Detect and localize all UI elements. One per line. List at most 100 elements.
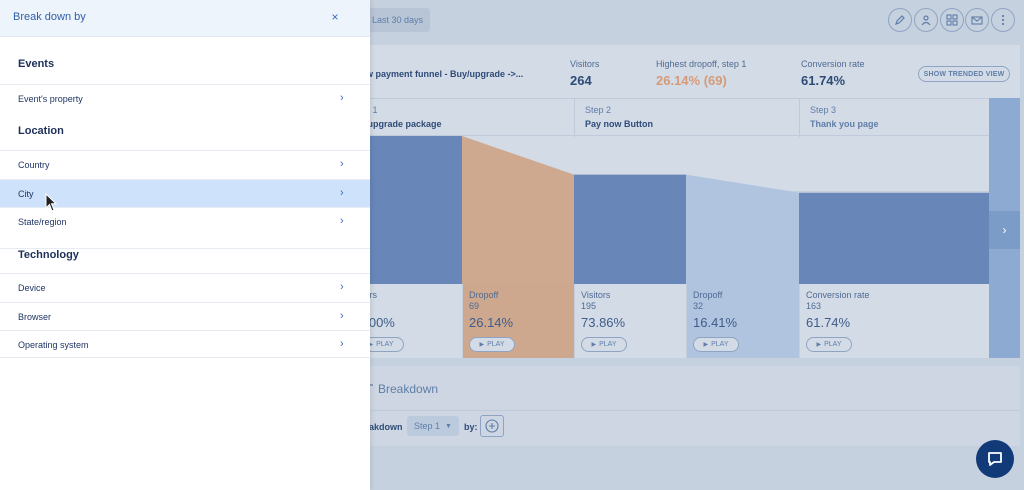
highest-dropoff-value: 26.14% (69) [656, 73, 727, 88]
step-name: Thank you page [810, 119, 879, 129]
section-title-events: Events [18, 58, 55, 70]
play-label: PLAY [376, 341, 394, 348]
breakdown-item-operating-system[interactable]: Operating system › [0, 330, 370, 358]
chevron-right-icon: › [340, 92, 344, 104]
funnel-bars [356, 136, 989, 284]
item-label: Device [18, 283, 46, 293]
play-button[interactable]: ▶ PLAY [581, 337, 627, 352]
card-label: Conversion rate [806, 290, 870, 300]
chat-support-button[interactable] [976, 440, 1014, 478]
drawer-title: Break down by [13, 11, 86, 23]
card-count: 195 [581, 301, 597, 311]
play-label: PLAY [487, 341, 505, 348]
card-step-3-conversion: Conversion rate 163 61.74% ▶ PLAY [799, 284, 989, 358]
item-label: Country [18, 160, 50, 170]
chevron-right-icon: › [340, 310, 344, 322]
step-header-3: Step 3 Thank you page [799, 99, 989, 137]
plus-circle-icon [485, 419, 499, 433]
chevron-right-icon: › [340, 281, 344, 293]
next-steps-arrow-button[interactable]: › [989, 211, 1020, 249]
step-2-visitors-bar[interactable] [574, 174, 686, 284]
highest-dropoff-label: Highest dropoff, step 1 [656, 59, 747, 69]
breakdown-label: eakdown [364, 422, 403, 432]
report-toolbar: Last 30 days [0, 0, 1024, 40]
card-step-1-dropoff: Dropoff 69 26.14% ▶ PLAY [462, 284, 574, 358]
card-step-2-dropoff: Dropoff 32 16.41% ▶ PLAY [686, 284, 799, 358]
card-count: 32 [693, 301, 704, 311]
card-label: Dropoff [693, 290, 723, 300]
more-options-button[interactable] [991, 8, 1015, 32]
step-header-1: ep 1 y/upgrade package [356, 99, 574, 137]
user-share-icon [921, 15, 931, 26]
play-button[interactable]: ▶ PLAY [806, 337, 852, 352]
funnel-name[interactable]: w payment funnel - Buy/upgrade ->... [366, 69, 524, 79]
breakdown-item-events-property[interactable]: Event's property › [0, 84, 370, 112]
funnel-cards: tors 0.00% ▶PLAY Dropoff 69 26.14% ▶PLAY… [356, 284, 989, 358]
breakdown-drawer: Break down by × Events Event's property … [0, 0, 370, 490]
card-step-2-visitors: Visitors 195 73.86% ▶ PLAY [574, 284, 686, 358]
breakdown-item-state-region[interactable]: State/region › [0, 207, 370, 235]
step-header-2: Step 2 Pay now Button [574, 99, 799, 137]
breakdown-item-device[interactable]: Device › [0, 273, 370, 301]
play-button[interactable]: ▶ PLAY [693, 337, 739, 352]
visitors-value: 264 [570, 73, 592, 88]
close-icon[interactable]: × [331, 10, 339, 24]
drawer-header: Break down by × [0, 0, 370, 37]
item-label: Browser [18, 312, 52, 322]
card-label: Visitors [581, 290, 611, 300]
section-title-location: Location [18, 125, 64, 137]
step-select-value: Step 1 [414, 421, 441, 431]
caret-down-icon: ▼ [445, 422, 452, 430]
funnel-summary: w payment funnel - Buy/upgrade ->... Vis… [356, 45, 1020, 98]
share-button[interactable] [914, 8, 938, 32]
kebab-menu-icon [1001, 14, 1005, 26]
breakdown-item-country[interactable]: Country › [0, 150, 370, 178]
conversion-rate-value: 61.74% [801, 73, 846, 88]
breakdown-controls: eakdown Step 1 ▼ by: [356, 410, 1020, 440]
breakdown-item-city[interactable]: City › [0, 179, 370, 207]
chevron-right-icon: › [340, 338, 344, 350]
play-label: PLAY [711, 341, 729, 348]
card-percent: 61.74% [806, 315, 851, 330]
card-count: 163 [806, 301, 822, 311]
edit-button[interactable] [888, 8, 912, 32]
pencil-icon [895, 15, 905, 25]
card-count: 69 [469, 301, 480, 311]
play-label: PLAY [599, 341, 617, 348]
date-range-selector[interactable]: Last 30 days [364, 8, 430, 32]
section-title-technology: Technology [0, 248, 370, 261]
chevron-right-icon: › [340, 158, 344, 170]
step-name: y/upgrade package [360, 119, 442, 129]
step-1-dropoff-area[interactable] [462, 136, 574, 284]
step-2-dropoff-area[interactable] [686, 174, 799, 284]
card-percent: 26.14% [469, 315, 514, 330]
card-label: Dropoff [469, 290, 499, 300]
play-icon: ▶ [479, 342, 485, 348]
play-icon: ▶ [591, 342, 597, 348]
add-breakdown-button[interactable] [480, 415, 504, 437]
play-icon: ▶ [368, 342, 374, 348]
email-report-button[interactable] [965, 8, 989, 32]
breakdown-title: Breakdown [378, 382, 439, 396]
conversion-rate-label: Conversion rate [801, 59, 865, 69]
chevron-right-icon: › [340, 215, 344, 227]
item-label: State/region [18, 217, 67, 227]
step-number: Step 3 [810, 105, 837, 115]
show-trended-view-button[interactable]: SHOW TRENDED VIEW [918, 66, 1010, 82]
breakdown-item-browser[interactable]: Browser › [0, 302, 370, 330]
step-1-visitors-bar[interactable] [356, 136, 462, 284]
card-percent: 73.86% [581, 315, 626, 330]
breakdown-section: Breakdown eakdown Step 1 ▼ by: [356, 366, 1020, 446]
item-label: Operating system [18, 340, 89, 350]
step-select[interactable]: Step 1 ▼ [407, 416, 459, 436]
by-label: by: [464, 422, 478, 432]
add-to-dashboard-button[interactable] [940, 8, 964, 32]
step-number: Step 2 [585, 105, 612, 115]
play-button[interactable]: ▶ PLAY [469, 337, 515, 352]
card-step-1-visitors: tors 0.00% ▶PLAY [356, 284, 462, 358]
item-label: Event's property [18, 94, 83, 104]
email-icon [971, 16, 983, 25]
funnel-chart [356, 136, 989, 284]
step-3-conversion-bar[interactable] [799, 192, 989, 284]
play-icon: ▶ [703, 342, 709, 348]
